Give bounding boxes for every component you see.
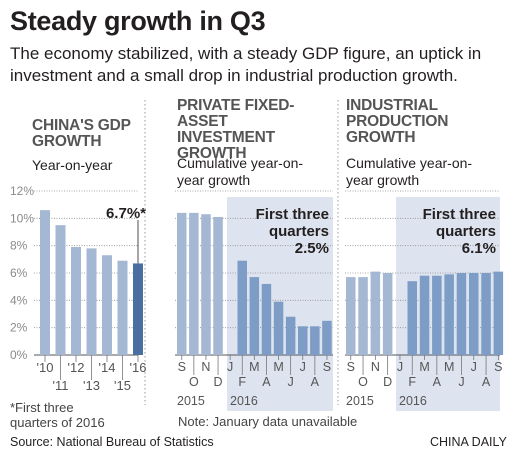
investment-bar [249,277,260,355]
footnote: *First three quarters of 2016 [10,400,105,430]
y-tick-label: 8% [10,239,28,253]
source-line: Source: National Bureau of Statistics [10,435,214,449]
x-tick-label: J [288,375,294,389]
x-tick-label: D [214,375,223,389]
x-tick-label: J [397,360,403,374]
x-tick-label: D [383,375,392,389]
year-label: 2015 [346,394,374,408]
x-tick-label: N [371,360,380,374]
x-tick-label: A [433,375,442,389]
gdp-bar [86,248,97,355]
period-annotation: First three [256,206,329,223]
x-tick-label: S [494,360,502,374]
x-tick-label: J [458,375,464,389]
investment-bar [298,326,308,355]
credit-line: CHINA DAILY [430,435,507,449]
x-tick-label: J [300,360,306,374]
subhead: The economy stabilized, with a steady GD… [10,44,482,85]
industrial-bar [493,271,504,355]
x-tick-label: M [444,360,454,374]
y-tick-label: 10% [10,211,34,225]
x-tick-label: M [249,360,259,374]
investment-bar [322,320,332,355]
gdp-bar [117,260,128,355]
investment-chart-subtitle: Cumulative year-on-year growth [177,155,304,188]
gdp-annotation: 6.7%* [106,205,146,222]
investment-chart-title: PRIVATE FIXED-ASSET INVESTMENT GROWTH [177,97,295,162]
x-tick-label: M [419,360,429,374]
investment-bar [177,212,187,355]
x-tick-label: F [238,375,246,389]
period-annotation: 2.5% [295,240,329,257]
investment-bar [310,326,320,355]
x-tick-label: S [323,360,331,374]
investment-bar [285,316,296,355]
x-tick-label: '13 [83,378,100,393]
industrial-chart-title: INDUSTRIAL PRODUCTION GROWTH [346,97,449,146]
x-tick-label: S [178,360,186,374]
x-tick-label: M [273,360,283,374]
industrial-bar [432,275,442,355]
gdp-bar [71,247,81,355]
gdp-bar [133,263,143,355]
period-annotation: quarters [436,223,496,240]
industrial-chart-subtitle: Cumulative year-on-year growth [346,155,473,188]
january-note: Note: January data unavailable [178,414,358,429]
investment-bar [213,216,223,355]
year-label: 2015 [177,394,205,408]
x-tick-label: '15 [114,378,131,393]
y-tick-label: 0% [10,348,28,362]
y-tick-label: 6% [10,266,28,280]
year-label: 2016 [230,394,258,408]
year-label: 2016 [399,394,427,408]
industrial-bar [382,273,393,355]
y-tick-label: 12% [10,184,34,198]
x-tick-label: '16 [130,360,147,375]
x-tick-label: A [311,375,320,389]
x-tick-label: A [482,375,491,389]
industrial-bar [346,277,356,355]
x-tick-label: S [347,360,355,374]
x-tick-label: '11 [53,378,69,393]
x-tick-label: A [262,375,271,389]
x-tick-label: '14 [99,360,116,375]
period-annotation: quarters [269,223,329,240]
x-tick-label: O [358,375,368,389]
gdp-bar [102,255,112,355]
industrial-bar [469,273,479,355]
industrial-bar [419,275,430,355]
y-tick-label: 4% [10,293,28,307]
x-tick-label: N [201,360,210,374]
x-tick-label: '12 [68,360,85,375]
period-annotation: First three [423,206,496,223]
gdp-chart-subtitle: Year-on-year [32,157,113,173]
period-annotation: 6.1% [462,240,496,257]
investment-bar [273,301,284,355]
industrial-bar [358,277,368,355]
investment-bar [261,283,272,355]
gdp-bar [55,225,66,355]
investment-bar [201,214,211,355]
x-tick-label: O [189,375,199,389]
industrial-bar [407,281,417,355]
headline: Steady growth in Q3 [10,6,266,36]
industrial-bar [370,271,381,355]
gdp-chart-title: CHINA'S GDP GROWTH [32,117,131,150]
gdp-bar [40,210,50,355]
x-tick-label: J [471,360,477,374]
investment-bar [189,212,199,355]
industrial-bar [481,273,491,355]
x-tick-label: J [227,360,233,374]
investment-bar [237,260,247,355]
industrial-bar [456,273,467,355]
industrial-bar [444,274,454,355]
y-tick-label: 2% [10,321,28,335]
x-tick-label: F [408,375,416,389]
x-tick-label: '10 [37,360,54,375]
